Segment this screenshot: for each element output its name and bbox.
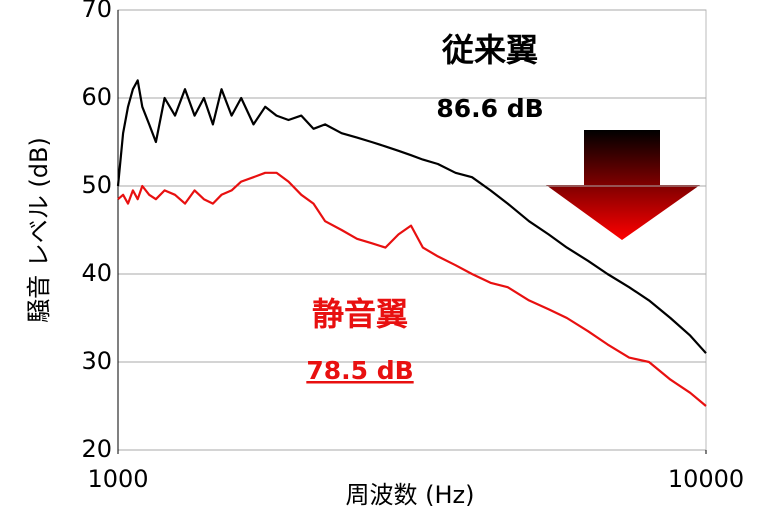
- y-tick-label: 30: [81, 347, 112, 375]
- y-tick-label: 70: [81, 0, 112, 23]
- series-label: 従来翼: [441, 31, 538, 69]
- annotation: 78.5 dB: [306, 356, 413, 385]
- y-axis-label: 騒音 レベル (dB): [25, 137, 53, 323]
- x-tick-label: 1000: [87, 465, 148, 493]
- series-label: 静音翼: [312, 295, 408, 333]
- series-line: [117, 171, 707, 407]
- y-tick-label: 40: [81, 259, 112, 287]
- x-axis-label: 周波数 (Hz): [346, 481, 475, 509]
- decrease-arrow: [546, 130, 700, 240]
- annotation: 86.6 dB: [436, 94, 543, 123]
- x-tick-label: 10000: [668, 465, 744, 493]
- series-line: [116, 79, 707, 354]
- y-tick-label: 20: [81, 435, 112, 463]
- y-tick-label: 50: [81, 171, 112, 199]
- y-tick-label: 60: [81, 83, 112, 111]
